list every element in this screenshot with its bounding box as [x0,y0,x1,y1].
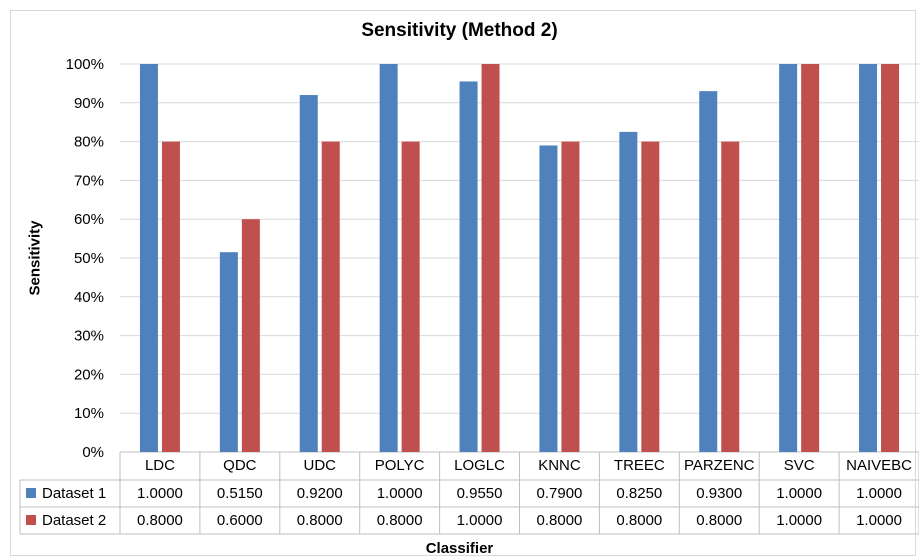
legend-label: Dataset 2 [42,512,107,529]
y-tick-label: 100% [66,56,104,73]
legend-key [26,488,36,499]
y-tick-label: 60% [74,211,104,228]
data-label: 0.8000 [616,512,663,529]
x-tick-label: QDC [223,457,257,474]
data-label: 0.9200 [296,485,343,502]
bar-dataset-1-polyc [379,64,398,452]
bar-dataset-2-udc [321,141,340,452]
bar-dataset-2-svc [801,64,820,452]
data-label: 0.8000 [296,512,343,529]
x-tick-label: UDC [303,457,336,474]
x-tick-label: TREEC [613,457,665,474]
y-tick-label: 40% [74,289,104,306]
bar-dataset-2-knnc [561,141,580,452]
bar-dataset-1-naivebc [859,64,878,452]
bar-dataset-1-ldc [139,64,158,452]
x-tick-label: POLYC [374,457,425,474]
legend-key [26,515,36,526]
y-tick-label: 90% [74,95,104,112]
x-axis-label: Classifier [425,540,494,557]
legend-entry-1: Dataset 1 [26,480,106,508]
data-label: 0.8000 [696,512,743,529]
x-tick-label: SVC [783,457,815,474]
bar-dataset-1-treec [619,131,638,452]
x-tick-label: KNNC [538,457,581,474]
bar-dataset-1-qdc [219,252,238,452]
y-tick-label: 80% [74,134,104,151]
y-tick-label: 70% [74,172,104,189]
data-label: 0.6000 [216,512,263,529]
y-tick-label: 20% [74,366,104,383]
bar-dataset-2-treec [641,141,660,452]
data-label: 0.8000 [137,512,183,529]
data-label: 0.5150 [216,485,263,502]
data-label: 1.0000 [137,485,183,502]
bar-dataset-2-polyc [401,141,420,452]
x-tick-label: NAIVEBC [846,457,912,474]
bar-dataset-1-loglc [459,81,478,453]
y-tick-label: 30% [74,328,104,345]
data-label: 1.0000 [456,512,503,529]
data-label: 1.0000 [856,485,902,502]
bar-dataset-1-svc [779,64,798,452]
bar-dataset-2-parzenc [721,141,740,452]
x-tick-label: LDC [144,457,175,474]
data-label: 1.0000 [376,485,423,502]
x-tick-label: LOGLC [454,457,505,474]
bar-dataset-2-loglc [481,64,500,452]
data-label: 0.8000 [536,512,583,529]
legend-entry-2: Dataset 2 [26,507,106,535]
data-label: 1.0000 [856,512,902,529]
y-tick-label: 0% [82,444,104,461]
x-tick-label: PARZENC [683,457,755,474]
chart-frame [10,10,916,556]
data-label: 0.7900 [536,485,583,502]
bar-dataset-1-knnc [539,145,558,453]
data-label: 1.0000 [776,512,823,529]
bar-dataset-1-parzenc [699,91,718,452]
data-label: 0.8000 [376,512,423,529]
bar-dataset-2-ldc [161,141,180,452]
bar-dataset-2-qdc [241,219,260,452]
legend-label: Dataset 1 [42,485,107,502]
bar-dataset-1-udc [299,95,318,452]
data-label: 0.9300 [696,485,743,502]
y-tick-label: 10% [74,405,104,422]
data-label: 0.9550 [456,485,503,502]
data-label: 1.0000 [776,485,823,502]
chart-title: Sensitivity (Method 2) [361,20,558,41]
data-label: 0.8250 [616,485,663,502]
bar-dataset-2-naivebc [881,64,900,452]
y-tick-label: 50% [74,250,104,267]
